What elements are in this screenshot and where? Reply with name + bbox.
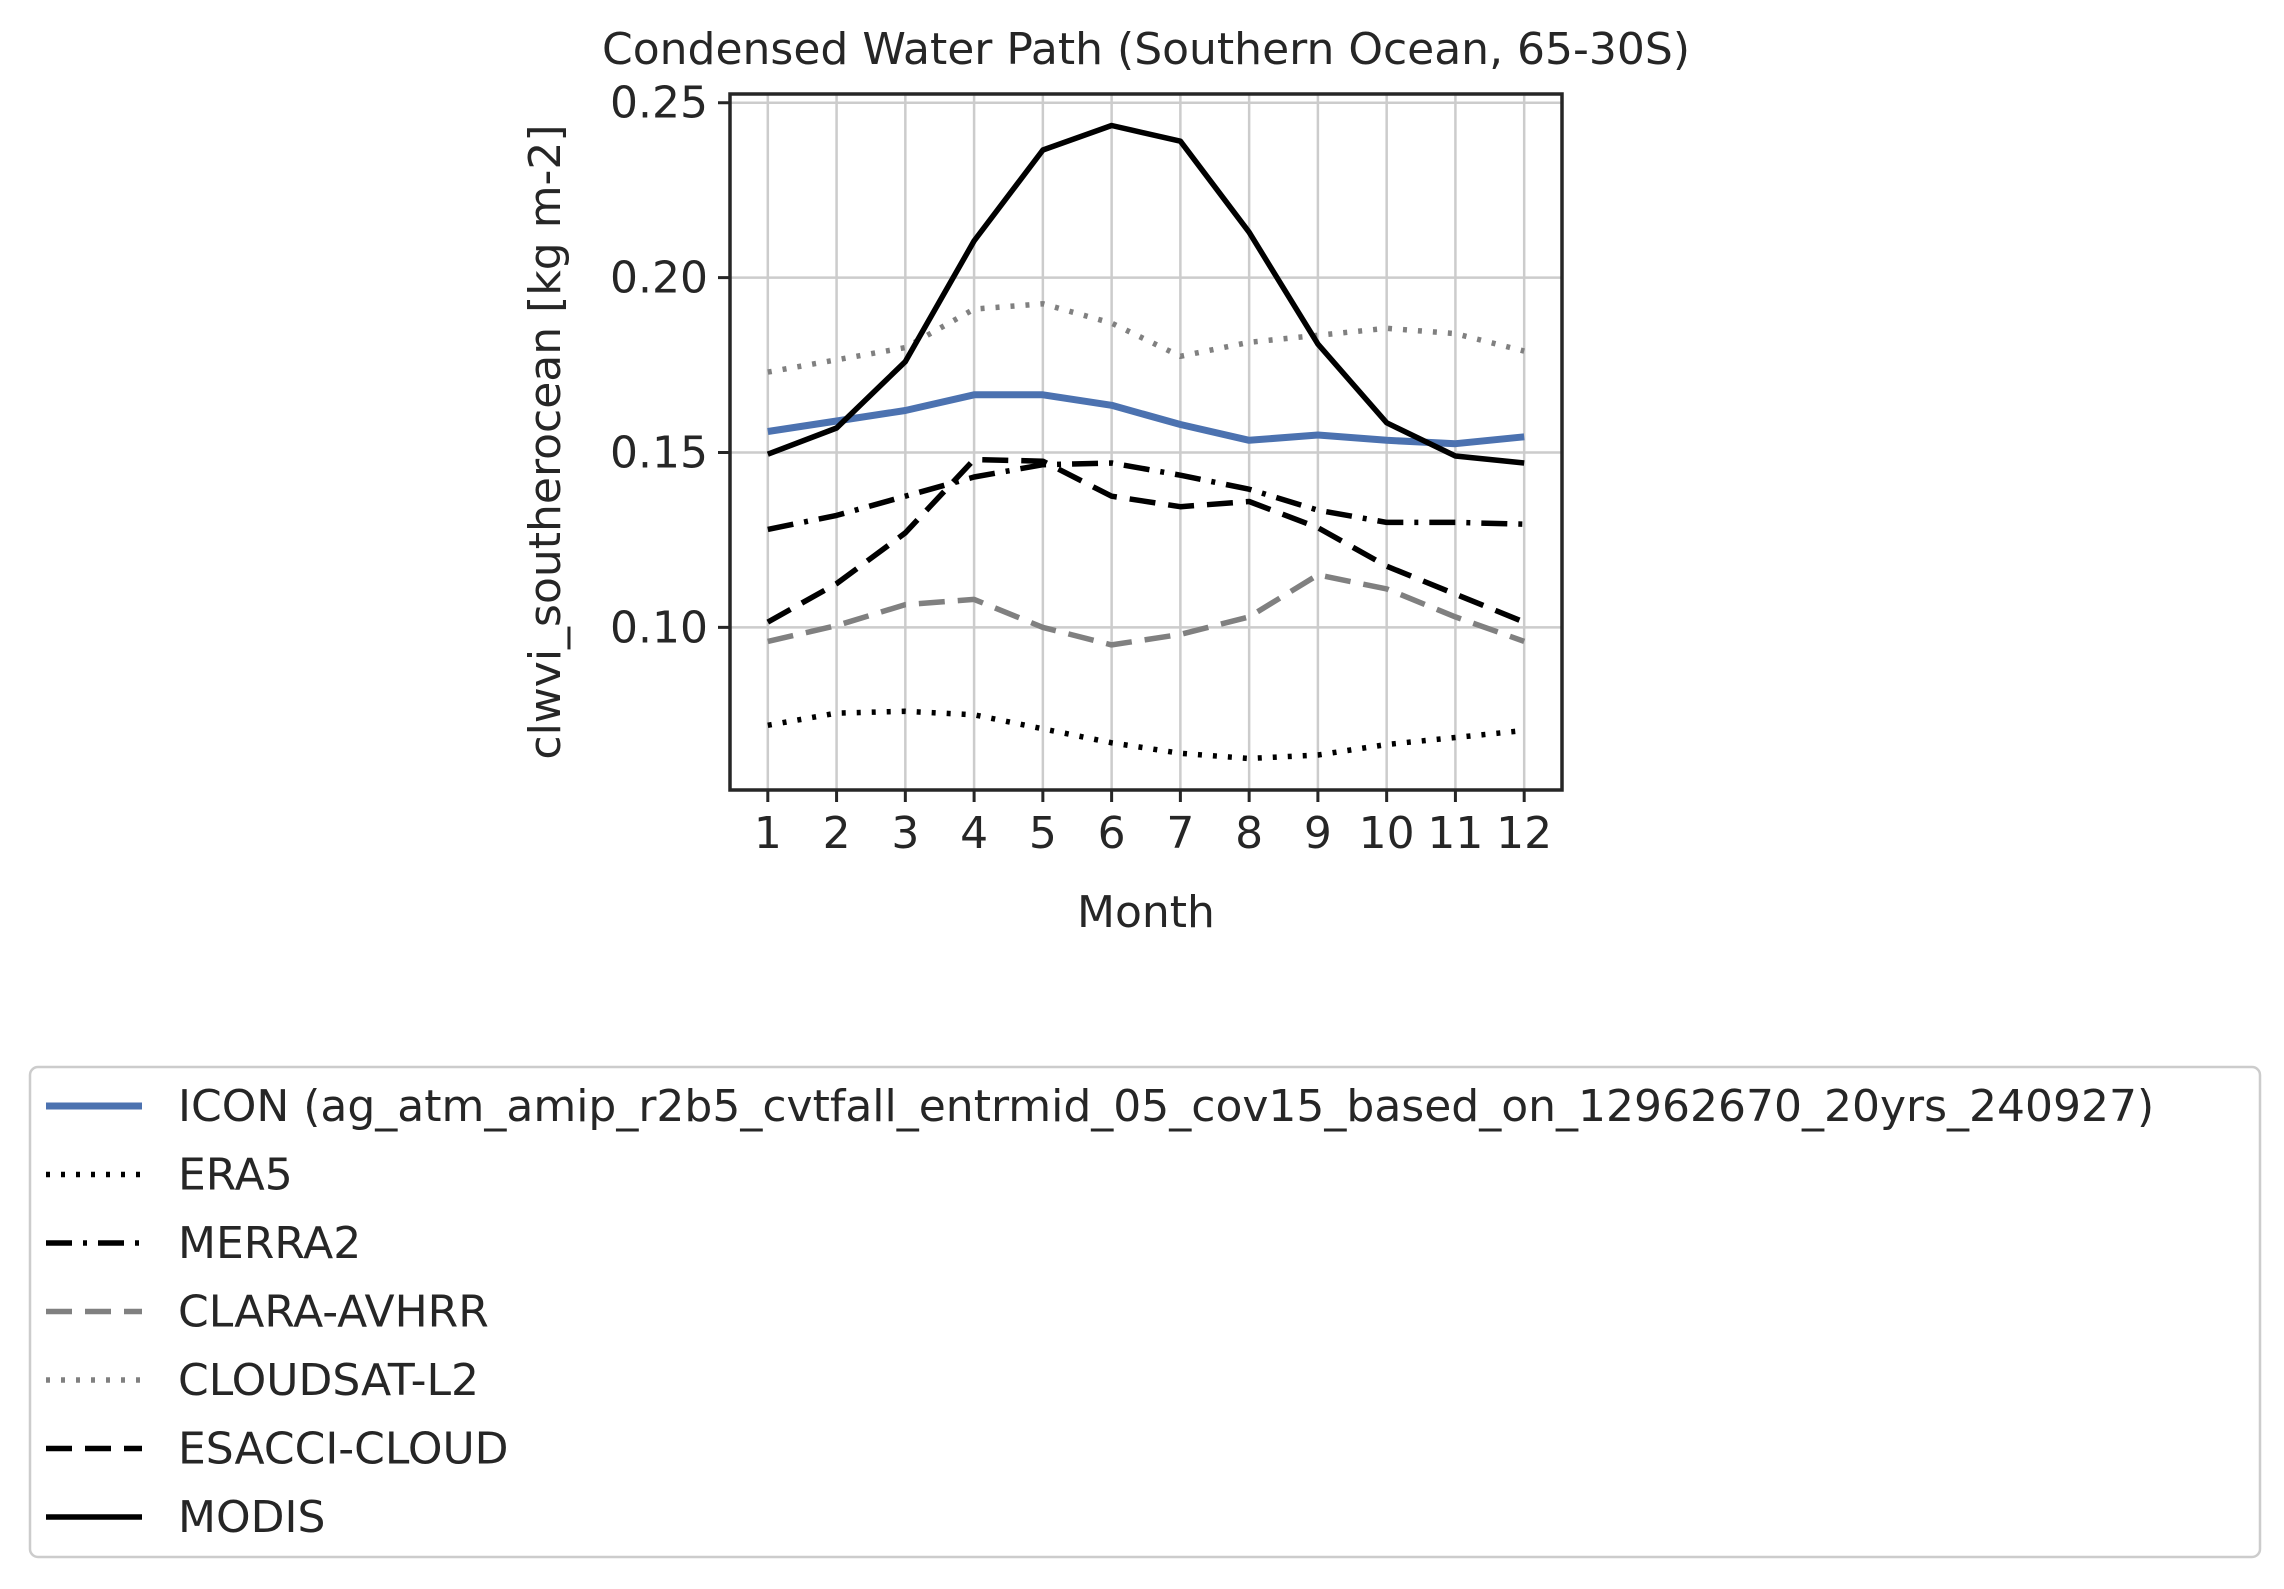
series-line-1 — [767, 708, 1525, 762]
legend: ICON (ag_atm_amip_r2b5_cvtfall_entrmid_0… — [28, 1065, 2262, 1559]
x-tick-label: 12 — [1496, 808, 1552, 859]
legend-label: ICON (ag_atm_amip_r2b5_cvtfall_entrmid_0… — [178, 1081, 2154, 1132]
series-lines — [766, 122, 1526, 762]
legend-item: ICON (ag_atm_amip_r2b5_cvtfall_entrmid_0… — [46, 1081, 2154, 1132]
axis-ticks: 1 2 3 4 5 6 7 8 9 10 11 120.100.150.200.25 — [610, 78, 1552, 859]
y-tick-label: 0.20 — [610, 253, 708, 304]
series-line-6 — [766, 122, 1525, 466]
x-tick-label: 2 — [823, 808, 851, 859]
legend-item: MODIS — [46, 1492, 325, 1543]
y-tick-label: 0.10 — [610, 602, 708, 653]
series-line-0 — [767, 391, 1525, 448]
x-tick-label: 10 — [1359, 808, 1415, 859]
series-line-2 — [767, 460, 1525, 533]
x-tick-label: 8 — [1235, 808, 1263, 859]
legend-label: MERRA2 — [178, 1218, 361, 1269]
x-tick-label: 9 — [1304, 808, 1332, 859]
y-tick-label: 0.15 — [610, 427, 708, 478]
legend-label: MODIS — [178, 1492, 325, 1543]
legend-item: CLOUDSAT-L2 — [46, 1355, 479, 1406]
legend-item: ESACCI-CLOUD — [46, 1424, 509, 1475]
x-tick-label: 11 — [1427, 808, 1483, 859]
x-tick-label: 7 — [1166, 808, 1194, 859]
chart-title: Condensed Water Path (Southern Ocean, 65… — [602, 24, 1690, 75]
series-line-5 — [766, 456, 1526, 625]
legend-item: CLARA-AVHRR — [46, 1287, 489, 1338]
x-tick-label: 1 — [754, 808, 782, 859]
x-tick-label: 3 — [891, 808, 919, 859]
series-line-4 — [767, 301, 1525, 375]
y-tick-label: 0.25 — [610, 78, 708, 129]
plot-frame — [728, 92, 1564, 792]
legend-label: CLARA-AVHRR — [178, 1287, 489, 1338]
series-line-3 — [767, 572, 1526, 648]
legend-label: ERA5 — [178, 1150, 293, 1201]
legend-box — [28, 1065, 2262, 1559]
legend-label: CLOUDSAT-L2 — [178, 1355, 479, 1406]
x-tick-label: 4 — [960, 808, 988, 859]
x-tick-label: 6 — [1098, 808, 1126, 859]
legend-item: ERA5 — [46, 1150, 293, 1201]
x-axis-label: Month — [1077, 887, 1215, 938]
grid — [730, 94, 1562, 790]
y-axis-label: clwvi_southerocean [kg m-2] — [520, 124, 571, 759]
legend-label: ESACCI-CLOUD — [178, 1424, 509, 1475]
legend-items: ICON (ag_atm_amip_r2b5_cvtfall_entrmid_0… — [46, 1081, 2154, 1543]
x-tick-label: 5 — [1029, 808, 1057, 859]
legend-item: MERRA2 — [46, 1218, 361, 1269]
